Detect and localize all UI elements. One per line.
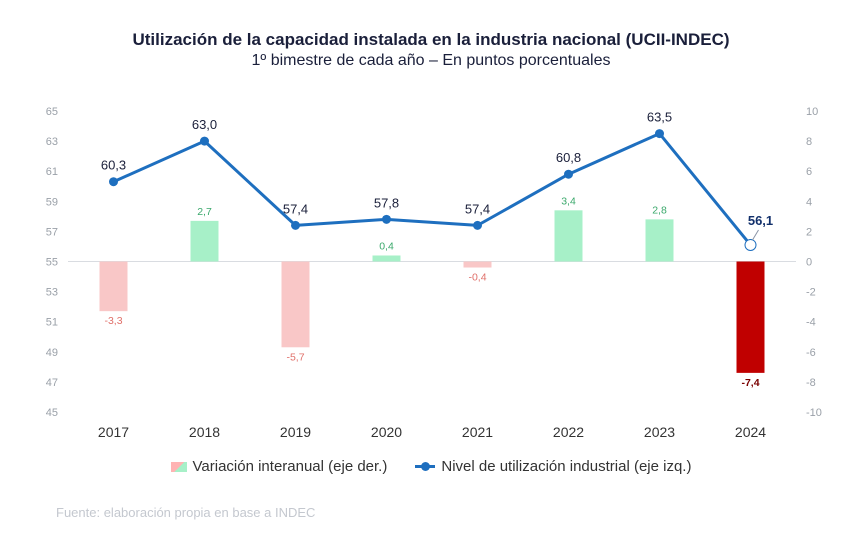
bar [463, 261, 492, 268]
bar [736, 261, 765, 373]
line-point [200, 136, 209, 146]
x-tick-label: 2024 [735, 424, 766, 440]
y-left-tick-label: 49 [46, 347, 58, 359]
y-left-tick-label: 45 [46, 407, 58, 419]
y-right-tick-label: -4 [806, 317, 816, 329]
line-point [382, 214, 391, 224]
legend-item-line: Nivel de utilización industrial (eje izq… [415, 458, 691, 475]
line-point [655, 129, 664, 139]
chart-subtitle: 1º bimestre de cada año – En puntos porc… [251, 52, 611, 69]
y-left-tick-label: 47 [46, 377, 58, 389]
line-point [109, 177, 118, 187]
line-data-label: 57,4 [283, 201, 308, 216]
y-left-tick-label: 53 [46, 287, 58, 299]
x-tick-label: 2020 [371, 424, 402, 440]
y-left-tick-label: 63 [46, 136, 58, 148]
y-right-tick-label: 2 [806, 226, 812, 238]
y-right-tick-label: -6 [806, 347, 816, 359]
bar [281, 261, 310, 348]
x-tick-label: 2019 [280, 424, 311, 440]
bar [645, 219, 674, 262]
y-right-tick-label: 0 [806, 257, 812, 269]
y-right-tick-label: 6 [806, 166, 812, 178]
bar [190, 220, 219, 262]
y-left-tick-label: 57 [46, 226, 58, 238]
bar [99, 261, 128, 312]
x-tick-label: 2018 [189, 424, 220, 440]
line-data-label: 63,5 [647, 110, 672, 125]
bar-data-label: 3,4 [561, 195, 576, 207]
y-left-tick-label: 61 [46, 166, 58, 178]
line-data-label: 57,4 [465, 201, 490, 216]
bar-data-label: 0,4 [379, 240, 394, 252]
line-data-label: 57,8 [374, 195, 399, 210]
bar-data-label: -3,3 [104, 315, 122, 327]
line-data-label: 60,8 [556, 150, 581, 165]
source-note: Fuente: elaboración propia en base a IND… [56, 505, 316, 520]
y-left-tick-label: 55 [46, 257, 58, 269]
series-line [112, 132, 752, 246]
bar-data-label: 2,8 [652, 204, 667, 216]
legend-swatch-line [415, 462, 436, 471]
line-data-label: 60,3 [101, 158, 126, 173]
y-right-tick-label: 4 [806, 196, 812, 208]
x-tick-label: 2017 [98, 424, 129, 440]
legend-swatch-bars [170, 461, 187, 472]
y-right-tick-label: -10 [806, 407, 822, 419]
bar [372, 255, 401, 262]
chart-legend: Variación interanual (eje der.) Nivel de… [0, 458, 862, 475]
line-point [564, 169, 573, 179]
y-left-tick-label: 59 [46, 196, 58, 208]
y-right-tick-label: 10 [806, 106, 818, 118]
y-right-tick-label: 8 [806, 136, 812, 148]
y-left-tick-label: 65 [46, 106, 58, 118]
y-right-tick-label: -2 [806, 287, 816, 299]
line-point [473, 220, 482, 230]
bar-data-label: 2,7 [197, 206, 212, 218]
chart-title: Utilización de la capacidad instalada en… [132, 30, 730, 49]
legend-item-bars: Variación interanual (eje der.) [170, 458, 388, 475]
legend-label-line: Nivel de utilización industrial (eje izq… [441, 458, 692, 475]
bar [554, 210, 583, 262]
line-point [744, 238, 757, 251]
line-data-label: 56,1 [748, 213, 773, 228]
x-tick-label: 2022 [553, 424, 584, 440]
label-leader-line [752, 229, 759, 241]
x-tick-label: 2021 [462, 424, 493, 440]
bar-data-label: -0,4 [468, 272, 486, 284]
legend-label-bars: Variación interanual (eje der.) [192, 458, 388, 475]
x-tick-label: 2023 [644, 424, 675, 440]
y-left-tick-label: 51 [46, 317, 58, 329]
y-right-tick-label: -8 [806, 377, 816, 389]
bar-data-label: -5,7 [286, 351, 304, 363]
line-point [291, 220, 300, 230]
line-data-label: 63,0 [192, 117, 217, 132]
bar-data-label: -7,4 [741, 377, 759, 389]
